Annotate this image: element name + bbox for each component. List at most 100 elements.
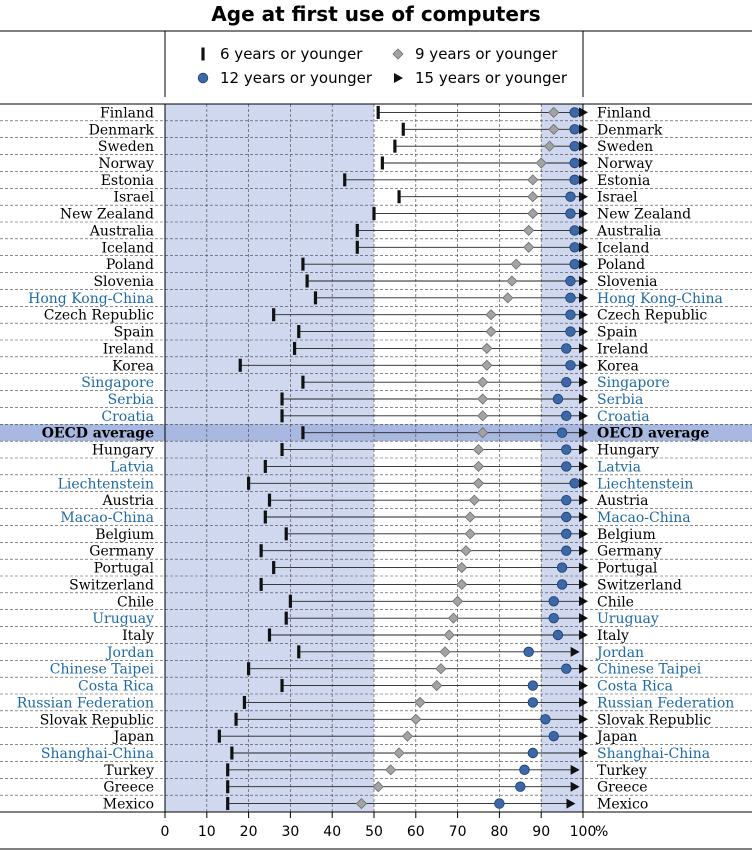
bar-marker (284, 611, 288, 625)
legend-item: 15 years or younger (394, 69, 568, 87)
row-label-left: OECD average (42, 426, 154, 442)
diamond-marker (468, 494, 480, 506)
data-row: Hong Kong-China Hong Kong-China (28, 291, 723, 307)
diamond-marker (456, 578, 468, 590)
circle-marker (561, 511, 572, 523)
shaded-range (165, 104, 374, 812)
diamond-marker (414, 696, 426, 708)
bar-marker (272, 561, 276, 575)
diamond-marker (535, 157, 547, 169)
row-label-right: Finland (597, 105, 651, 121)
data-row: Denmark Denmark (89, 122, 663, 138)
circle-marker (552, 629, 564, 641)
circle-marker (569, 242, 580, 253)
legend-label: 15 years or younger (415, 69, 568, 87)
diamond-marker (477, 427, 489, 439)
data-row: Ireland Ireland (103, 341, 649, 357)
bar-marker (234, 712, 238, 726)
bar-marker (263, 510, 267, 524)
row-label-left: Hong Kong-China (28, 291, 154, 307)
bar-marker (280, 443, 284, 457)
diamond-marker (447, 612, 459, 624)
row-label-left: Poland (106, 257, 154, 273)
row-label-right: Liechtenstein (597, 476, 693, 492)
data-row: Germany Germany (89, 544, 662, 560)
row-label-right: Chile (597, 594, 634, 610)
diamond-marker (548, 123, 560, 135)
bar-marker (372, 207, 376, 221)
data-row: Finland Finland (100, 105, 651, 121)
circle-marker (523, 646, 534, 658)
bar-marker (397, 190, 401, 204)
plot-frame (0, 103, 752, 813)
bar-marker (272, 308, 276, 322)
diamond-marker (435, 663, 447, 675)
circle-marker (540, 714, 551, 725)
data-row: Poland Poland (106, 257, 645, 273)
data-row: Spain Spain (114, 325, 638, 341)
row-label-right: Austria (596, 493, 648, 509)
diamond-marker (472, 444, 485, 456)
diamond-marker (523, 224, 535, 236)
diamond-marker (477, 393, 489, 405)
row-label-right: Costa Rica (597, 679, 673, 695)
row-label-left: Italy (122, 628, 154, 644)
x-tick-label: 30 (281, 824, 299, 840)
diamond-marker (527, 191, 539, 203)
x-tick-label: 90 (532, 824, 550, 840)
row-label-left: Croatia (101, 409, 154, 425)
row-label-left: Jordan (105, 645, 154, 661)
triangle-marker (570, 781, 580, 792)
legend-label: 6 years or younger (220, 45, 363, 63)
diamond-marker (439, 646, 451, 658)
data-row: Hungary Hungary (92, 443, 659, 459)
diamond-marker (548, 106, 560, 118)
data-row: OECD average OECD average (42, 426, 710, 442)
data-row: Russian Federation Russian Federation (17, 695, 735, 711)
bar-marker (301, 375, 305, 389)
x-tick-label: 100 (570, 824, 597, 840)
circle-marker (561, 545, 572, 556)
bar-marker (226, 763, 230, 777)
row-label-right: Hungary (597, 443, 659, 459)
diamond-marker (472, 460, 485, 472)
data-row: Uruguay Uruguay (92, 611, 659, 627)
bar-marker (355, 240, 359, 254)
x-tick-label: 40 (323, 824, 341, 840)
row-label-right: Russian Federation (597, 695, 734, 711)
row-label-left: Chinese Taipei (50, 662, 155, 678)
circle-marker (569, 157, 580, 169)
circle-marker (519, 764, 530, 776)
data-row: Mexico Mexico (103, 797, 649, 813)
bar-marker (226, 797, 230, 811)
row-label-right: Sweden (597, 139, 653, 155)
data-row: Slovak Republic Slovak Republic (40, 712, 712, 728)
data-row: Korea Korea (112, 358, 639, 374)
data-row: Singapore Singapore (81, 375, 670, 391)
diamond-marker (355, 798, 368, 810)
row-label-left: Switzerland (69, 577, 154, 593)
bar-marker (247, 476, 251, 490)
row-label-left: Austria (102, 493, 154, 509)
circle-marker (548, 612, 559, 624)
diamond-marker (393, 747, 405, 759)
legend-item: 6 years or younger (201, 45, 363, 63)
data-row: Chile Chile (117, 594, 634, 610)
x-unit-label: % (595, 824, 608, 840)
circle-marker (527, 747, 539, 759)
row-label-right: Croatia (597, 409, 650, 425)
diamond-marker (392, 48, 404, 60)
bar-marker (380, 156, 384, 170)
x-tick-label: 80 (490, 824, 508, 840)
row-label-right: Singapore (597, 375, 670, 391)
circle-marker (556, 579, 568, 590)
circle-marker (561, 663, 572, 674)
bar-marker (263, 459, 267, 473)
row-label-right: Hong Kong-China (597, 291, 723, 307)
data-row: Austria Austria (102, 493, 649, 509)
row-label-right: Korea (597, 358, 639, 374)
diamond-marker (485, 309, 497, 321)
circle-marker (494, 798, 505, 809)
legend-item: 9 years or younger (392, 45, 558, 63)
bar-marker (201, 47, 205, 61)
